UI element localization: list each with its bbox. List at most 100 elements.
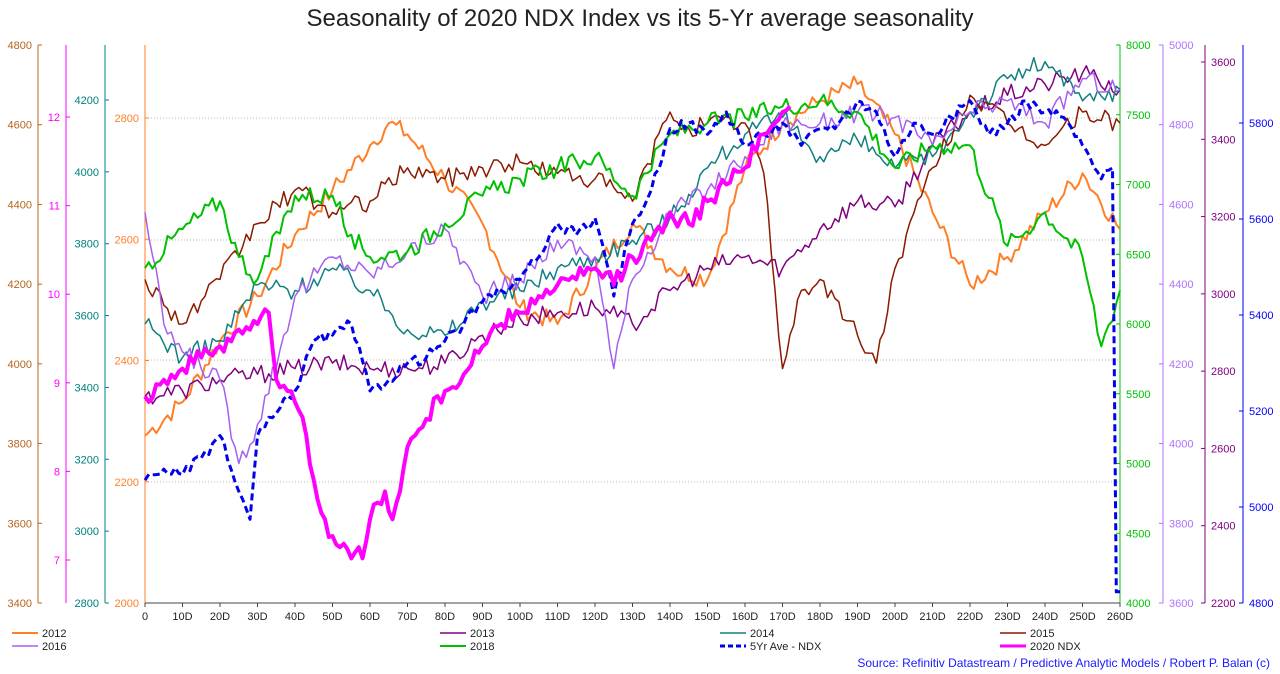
x-axis: 0 10D 20D 30D 40D 50D 60D 70D 80D 90D 100D 110D 120D… xyxy=(142,602,1133,623)
axis-tick-label-a2018: 8000 xyxy=(1126,40,1150,52)
axis-a5yr: 4800 5000 5200 5400 5600 5800 xyxy=(1239,45,1273,610)
axis-tick-label-a2015: 3200 xyxy=(1211,212,1235,224)
axis-a2013: 3600 3800 4000 4200 4400 4600 4800 5000 xyxy=(1159,40,1193,610)
legend-label: 2013 xyxy=(470,628,494,640)
axis-tick-label-a2016: 9 xyxy=(54,378,60,390)
axis-tick-label-a2016: 12 xyxy=(48,112,60,124)
series-lines xyxy=(143,56,1121,594)
axes: 3400 3600 3800 4000 4200 4400 4600 4800 7 8 9 10 11 1… xyxy=(8,40,1274,610)
series-line-2013 xyxy=(144,65,1121,405)
axis-tick-label-a2013: 4200 xyxy=(1169,359,1193,371)
axis-tick-label-a2014: 3600 xyxy=(75,311,99,323)
legend-item: 2014 xyxy=(720,628,774,640)
axis-tick-label-a2020: 2400 xyxy=(115,356,139,368)
x-tick-label: 80D xyxy=(435,611,455,623)
x-tick-label: 250D xyxy=(1069,611,1095,623)
axis-tick-label-a2012: 4000 xyxy=(8,359,32,371)
axis-a2015: 2200 2400 2600 2800 3000 3200 3400 3600 xyxy=(1201,45,1235,610)
axis-tick-label-a2015: 3000 xyxy=(1211,289,1235,301)
axis-tick-label-a2016: 7 xyxy=(54,555,60,567)
axis-tick-label-a2018: 4500 xyxy=(1126,528,1150,540)
axis-tick-label-a2013: 4600 xyxy=(1169,199,1193,211)
x-tick-label: 150D xyxy=(694,611,720,623)
axis-tick-label-a2015: 2600 xyxy=(1211,443,1235,455)
legend-label: 2015 xyxy=(1030,628,1054,640)
axis-tick-label-a2018: 7000 xyxy=(1126,180,1150,192)
axis-tick-label-a5yr: 5600 xyxy=(1249,214,1273,226)
x-tick-label: 130D xyxy=(619,611,645,623)
axis-tick-label-a5yr: 5800 xyxy=(1249,118,1273,130)
legend-label: 2018 xyxy=(470,641,494,653)
axis-tick-label-a2012: 4600 xyxy=(8,120,32,132)
legend-item: 2015 xyxy=(1000,628,1054,640)
x-tick-label: 200D xyxy=(882,611,908,623)
series-line-2016 xyxy=(144,72,1121,465)
axis-a2012: 3400 3600 3800 4000 4200 4400 4600 4800 xyxy=(8,40,42,610)
x-tick-label: 60D xyxy=(360,611,380,623)
x-tick-label: 50D xyxy=(322,611,342,623)
x-tick-label: 220D xyxy=(957,611,983,623)
grid-lines xyxy=(145,117,1120,483)
series-line-2018 xyxy=(144,93,1121,348)
x-tick-label: 260D xyxy=(1107,611,1133,623)
x-tick-label: 240D xyxy=(1032,611,1058,623)
legend-item: 2020 NDX xyxy=(1000,641,1081,653)
axis-tick-label-a2012: 3400 xyxy=(8,598,32,610)
axis-tick-label-a2018: 4000 xyxy=(1126,598,1150,610)
axis-tick-label-a2013: 4400 xyxy=(1169,279,1193,291)
axis-tick-label-a5yr: 5200 xyxy=(1249,406,1273,418)
x-tick-label: 10D xyxy=(172,611,192,623)
axis-a2014: 2800 3000 3200 3400 3600 3800 4000 4200 xyxy=(75,45,109,610)
x-tick-label: 110D xyxy=(545,611,571,623)
axis-a2016: 7 8 9 10 11 12 xyxy=(48,45,70,603)
x-tick-label: 180D xyxy=(807,611,833,623)
axis-tick-label-a2014: 4200 xyxy=(75,95,99,107)
axis-tick-label-a2013: 4800 xyxy=(1169,120,1193,132)
series-line-2020-ndx xyxy=(143,105,792,561)
axis-tick-label-a2013: 3600 xyxy=(1169,598,1193,610)
legend-item: 2012 xyxy=(12,628,66,640)
x-tick-label: 190D xyxy=(844,611,870,623)
axis-tick-label-a2012: 3800 xyxy=(8,439,32,451)
axis-tick-label-a2020: 2200 xyxy=(115,477,139,489)
legend-item: 2018 xyxy=(440,641,494,653)
legend-item: 2016 xyxy=(12,641,66,653)
x-tick-label: 170D xyxy=(769,611,795,623)
legend-label: 5Yr Ave - NDX xyxy=(750,641,822,653)
legend-label: 2020 NDX xyxy=(1030,641,1081,653)
axis-tick-label-a2020: 2800 xyxy=(115,113,139,125)
x-tick-label: 40D xyxy=(285,611,305,623)
axis-tick-label-a5yr: 5400 xyxy=(1249,310,1273,322)
axis-tick-label-a2018: 5000 xyxy=(1126,459,1150,471)
axis-tick-label-a2018: 5500 xyxy=(1126,389,1150,401)
axis-tick-label-a2018: 6500 xyxy=(1126,249,1150,261)
x-tick-label: 210D xyxy=(919,611,945,623)
series-line-2015 xyxy=(144,94,1121,370)
axis-tick-label-a2014: 3000 xyxy=(75,526,99,538)
x-tick-label: 90D xyxy=(472,611,492,623)
axis-tick-label-a2015: 3600 xyxy=(1211,57,1235,69)
series-line-2014 xyxy=(144,56,1121,364)
axis-tick-label-a2012: 4200 xyxy=(8,279,32,291)
x-tick-label: 140D xyxy=(657,611,683,623)
axis-a2018: 4000 4500 5000 5500 6000 6500 7000 7500 8000 xyxy=(1116,40,1150,610)
axis-tick-label-a2014: 4000 xyxy=(75,167,99,179)
axis-tick-label-a2018: 7500 xyxy=(1126,110,1150,122)
axis-tick-label-a2014: 2800 xyxy=(75,598,99,610)
axis-tick-label-a2012: 3600 xyxy=(8,518,32,530)
axis-tick-label-a2016: 8 xyxy=(54,466,60,478)
axis-tick-label-a2013: 4000 xyxy=(1169,439,1193,451)
axis-tick-label-a2014: 3400 xyxy=(75,382,99,394)
source-note: Source: Refinitiv Datastream / Predictiv… xyxy=(857,656,1270,670)
legend-item: 2013 xyxy=(440,628,494,640)
axis-tick-label-a2012: 4800 xyxy=(8,40,32,52)
axis-tick-label-a2015: 2200 xyxy=(1211,598,1235,610)
x-tick-label: 160D xyxy=(732,611,758,623)
axis-tick-label-a2012: 4400 xyxy=(8,199,32,211)
axis-tick-label-a2020: 2600 xyxy=(115,234,139,246)
axis-tick-label-a2015: 2800 xyxy=(1211,366,1235,378)
axis-tick-label-a2015: 2400 xyxy=(1211,521,1235,533)
axis-tick-label-a2016: 10 xyxy=(48,289,60,301)
x-tick-label: 120D xyxy=(582,611,608,623)
